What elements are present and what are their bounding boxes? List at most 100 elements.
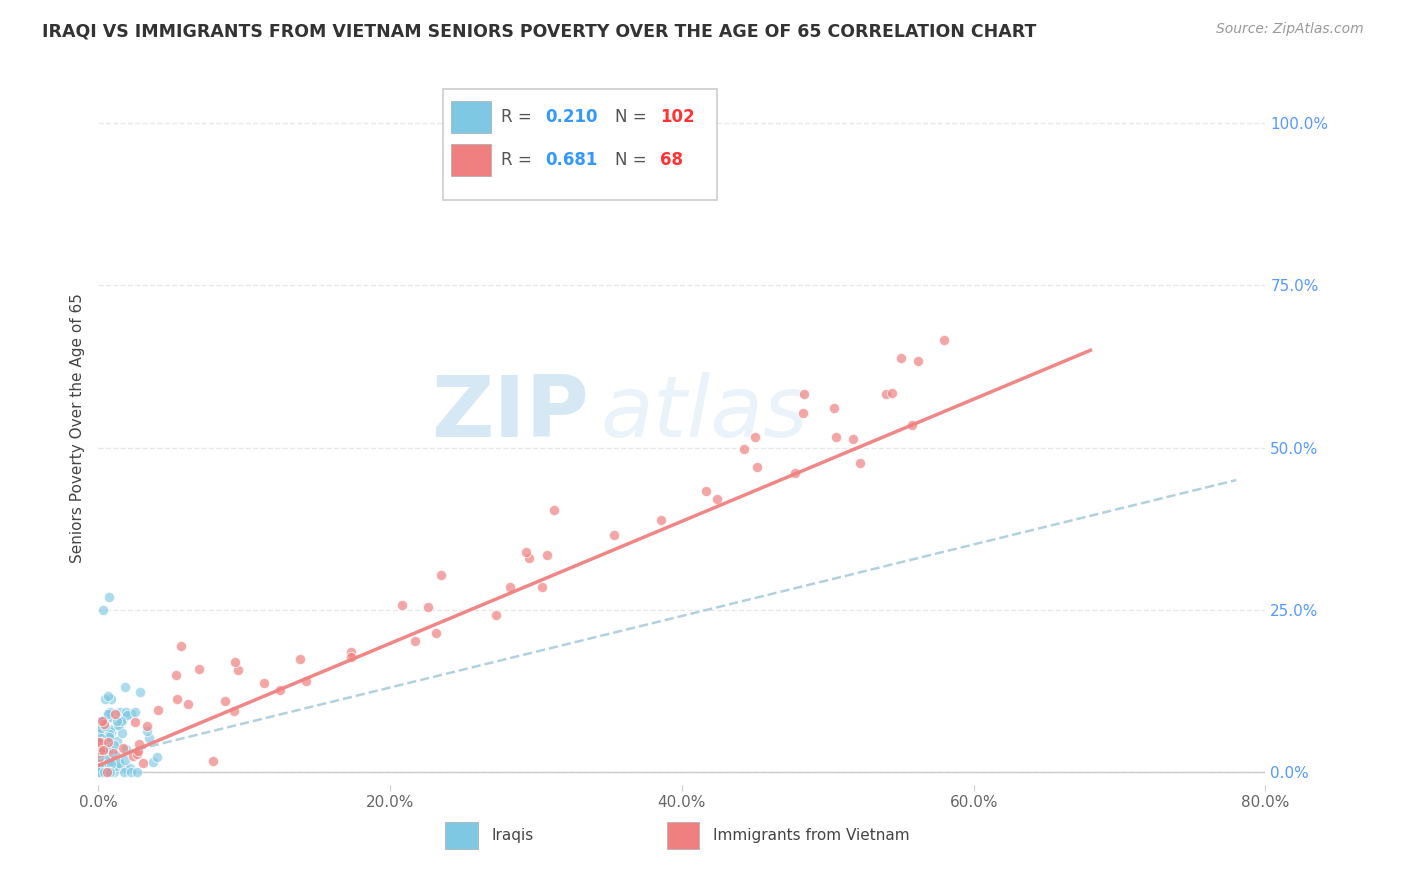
Point xyxy=(498,580,520,594)
Point xyxy=(103,743,125,757)
Point xyxy=(94,764,117,779)
Point xyxy=(91,603,114,617)
Point xyxy=(96,764,118,779)
Text: IRAQI VS IMMIGRANTS FROM VIETNAM SENIORS POVERTY OVER THE AGE OF 65 CORRELATION : IRAQI VS IMMIGRANTS FROM VIETNAM SENIORS… xyxy=(42,22,1036,40)
Point xyxy=(890,351,912,365)
Point xyxy=(108,719,131,733)
Point xyxy=(93,751,115,765)
Point xyxy=(430,567,453,582)
Point xyxy=(166,692,188,706)
Point xyxy=(108,706,131,720)
Point xyxy=(111,726,134,740)
Y-axis label: Seniors Poverty Over the Age of 65: Seniors Poverty Over the Age of 65 xyxy=(69,293,84,563)
Point xyxy=(97,706,120,720)
Point xyxy=(93,755,115,769)
Point xyxy=(105,714,128,728)
Point xyxy=(90,731,112,745)
Point xyxy=(89,723,111,737)
Point xyxy=(165,668,187,682)
Point xyxy=(101,746,124,760)
Point xyxy=(226,664,249,678)
FancyBboxPatch shape xyxy=(451,145,491,176)
Point xyxy=(128,737,150,751)
Point xyxy=(138,731,160,746)
FancyBboxPatch shape xyxy=(446,822,478,849)
Point xyxy=(98,726,121,740)
Point xyxy=(89,764,111,779)
Point xyxy=(93,759,115,773)
Point xyxy=(91,714,114,728)
Point xyxy=(97,708,120,723)
Point xyxy=(170,639,193,653)
Point xyxy=(89,718,111,732)
Point xyxy=(530,580,553,594)
Point xyxy=(114,680,136,694)
Point xyxy=(90,764,112,779)
Point xyxy=(294,673,316,688)
Point xyxy=(90,721,112,735)
Point xyxy=(391,599,413,613)
Point xyxy=(97,707,120,722)
Point xyxy=(536,549,558,563)
Point xyxy=(485,607,508,622)
Point xyxy=(875,386,897,401)
Point xyxy=(114,753,136,767)
Point xyxy=(87,764,110,779)
Point xyxy=(98,764,121,779)
Point xyxy=(91,733,114,747)
Point xyxy=(97,711,120,725)
Point xyxy=(89,750,111,764)
Point xyxy=(89,735,111,749)
Point xyxy=(104,706,127,721)
Point xyxy=(148,703,170,717)
Point xyxy=(136,719,159,733)
Point xyxy=(733,442,755,456)
Point xyxy=(120,761,142,775)
Point xyxy=(111,714,134,728)
Point xyxy=(706,491,728,506)
Point xyxy=(124,715,146,730)
Point xyxy=(94,745,117,759)
Point xyxy=(105,734,128,748)
Point xyxy=(907,353,929,368)
Point xyxy=(101,752,124,766)
Point xyxy=(96,751,118,765)
Point xyxy=(100,709,122,723)
Point xyxy=(90,764,112,779)
Point xyxy=(108,756,131,771)
Point xyxy=(100,691,122,706)
Point xyxy=(901,418,924,433)
Point xyxy=(122,749,145,764)
Point xyxy=(89,760,111,774)
Text: N =: N = xyxy=(616,151,652,169)
Point xyxy=(107,718,129,732)
Point xyxy=(120,706,142,721)
Point xyxy=(100,754,122,768)
Point xyxy=(111,740,134,755)
Point xyxy=(125,764,148,779)
Text: Source: ZipAtlas.com: Source: ZipAtlas.com xyxy=(1216,22,1364,37)
Point xyxy=(110,716,132,731)
Point xyxy=(224,655,246,669)
Point xyxy=(87,764,110,779)
Point xyxy=(114,761,136,775)
Point xyxy=(253,676,276,690)
Point xyxy=(848,457,870,471)
Text: Immigrants from Vietnam: Immigrants from Vietnam xyxy=(713,828,910,843)
Point xyxy=(124,705,146,719)
Point xyxy=(128,685,150,699)
Point xyxy=(89,726,111,740)
Point xyxy=(90,735,112,749)
Point xyxy=(115,705,138,719)
Point xyxy=(269,682,291,697)
Point xyxy=(745,459,768,474)
Point xyxy=(96,739,118,754)
Point xyxy=(404,634,426,648)
Point xyxy=(288,652,311,666)
Point xyxy=(107,756,129,770)
Point xyxy=(177,698,200,712)
Point xyxy=(91,713,114,727)
Point xyxy=(112,764,135,779)
Point xyxy=(825,430,848,444)
Point xyxy=(146,750,169,764)
